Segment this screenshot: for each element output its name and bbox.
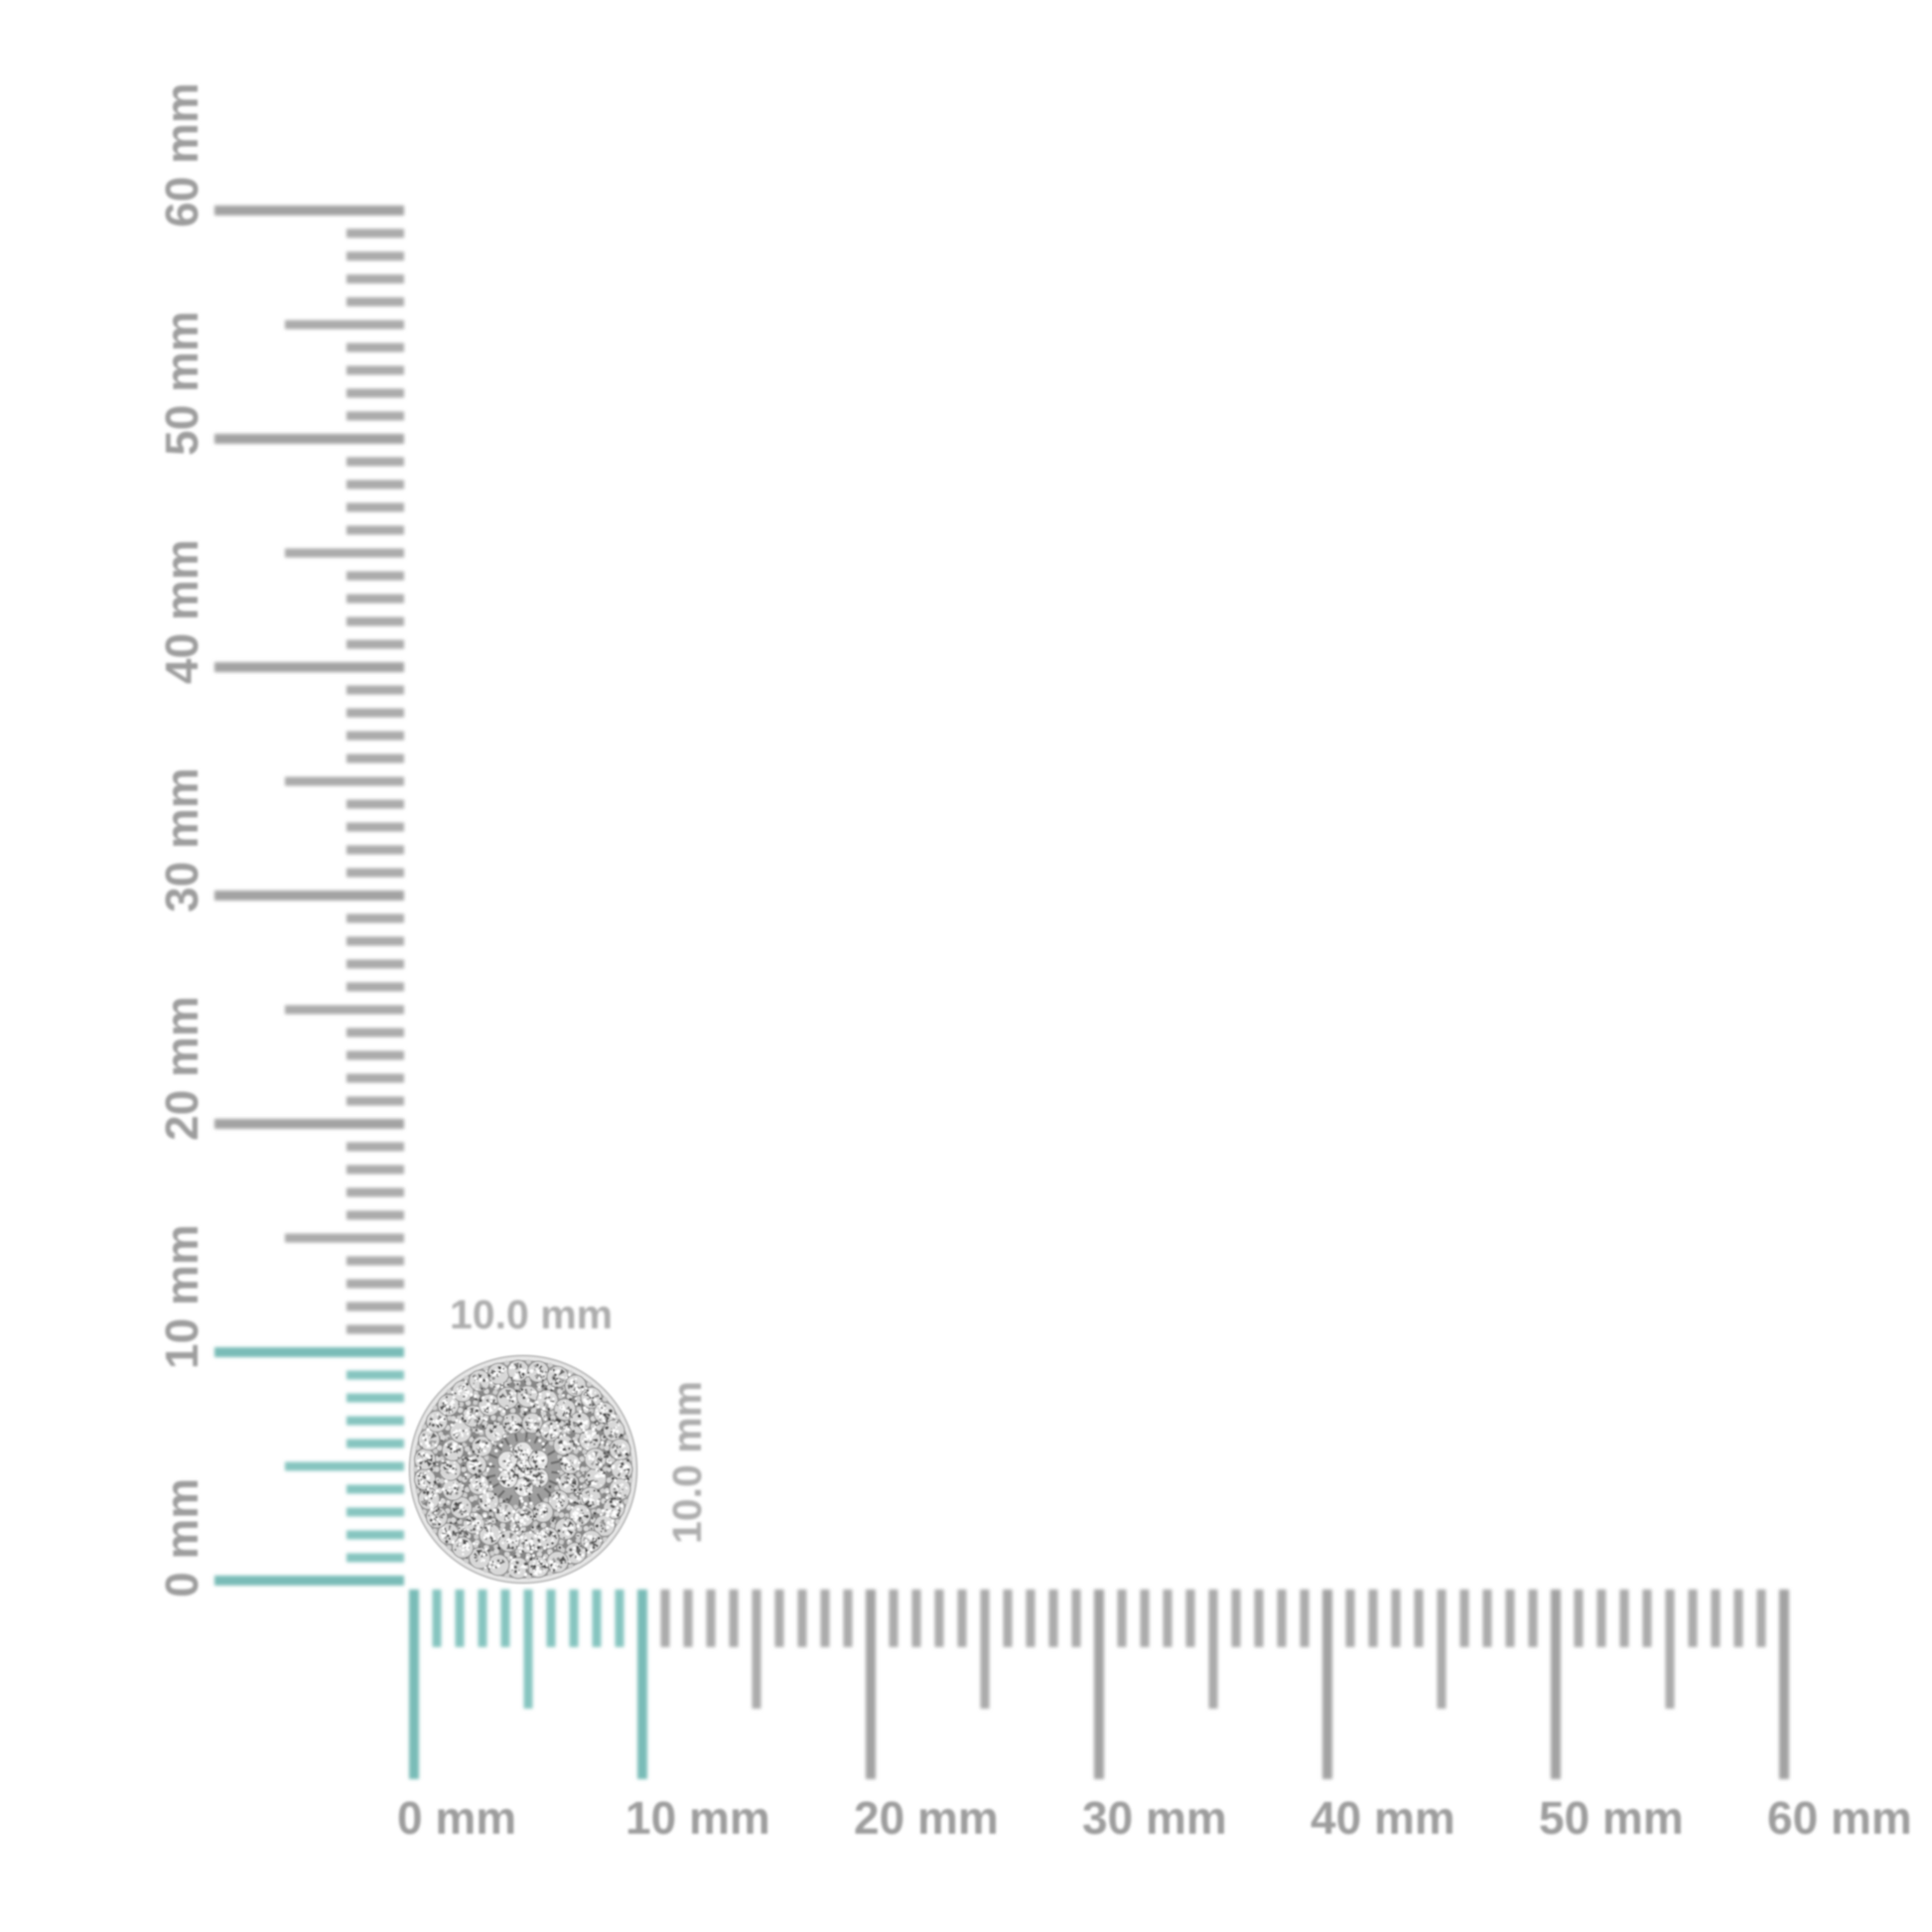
svg-text:40 mm: 40 mm	[156, 539, 207, 684]
svg-text:60 mm: 60 mm	[156, 82, 207, 227]
svg-text:50 mm: 50 mm	[1539, 1792, 1684, 1844]
svg-text:0 mm: 0 mm	[397, 1792, 516, 1844]
svg-text:20 mm: 20 mm	[156, 996, 207, 1141]
svg-text:60 mm: 60 mm	[1767, 1792, 1912, 1844]
svg-text:30 mm: 30 mm	[1082, 1792, 1227, 1844]
svg-text:50 mm: 50 mm	[156, 311, 207, 456]
svg-text:40 mm: 40 mm	[1311, 1792, 1455, 1844]
svg-text:10.0 mm: 10.0 mm	[450, 1292, 613, 1337]
svg-text:10 mm: 10 mm	[156, 1224, 207, 1369]
svg-text:0 mm: 0 mm	[156, 1478, 207, 1597]
svg-text:30 mm: 30 mm	[156, 767, 207, 912]
svg-text:10 mm: 10 mm	[625, 1792, 770, 1844]
svg-text:10.0 mm: 10.0 mm	[664, 1381, 710, 1544]
svg-text:20 mm: 20 mm	[854, 1792, 999, 1844]
